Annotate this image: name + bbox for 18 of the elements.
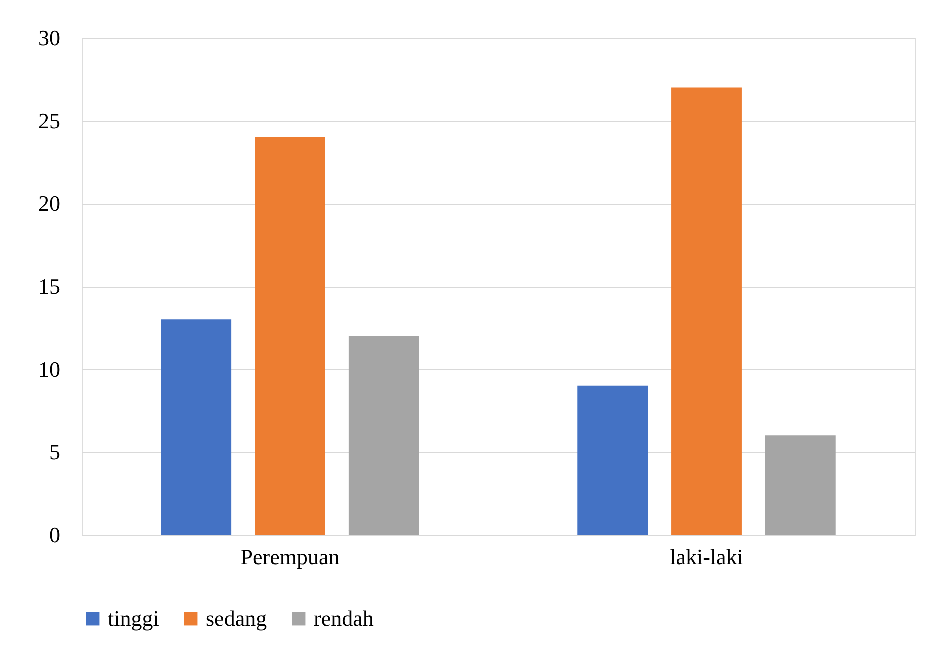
y-tick-label: 30 xyxy=(38,26,60,50)
bar xyxy=(765,436,836,535)
y-tick-label: 10 xyxy=(38,356,60,382)
y-tick-label: 0 xyxy=(50,522,60,548)
bar xyxy=(161,320,232,535)
bar xyxy=(348,336,420,535)
bar xyxy=(578,386,648,535)
y-tick-label: 25 xyxy=(38,108,60,134)
y-tick-label: 15 xyxy=(38,274,60,299)
x-tick-label: laki-laki xyxy=(670,544,744,570)
y-tick-label: 20 xyxy=(38,191,60,216)
bar xyxy=(672,88,742,535)
y-tick-label: 5 xyxy=(50,440,60,465)
bar xyxy=(255,137,326,535)
legend-label: tinggi xyxy=(108,606,160,631)
legend-label: sedang xyxy=(206,606,268,631)
legend-label: rendah xyxy=(314,606,374,631)
x-tick-label: Perempuan xyxy=(240,544,340,570)
